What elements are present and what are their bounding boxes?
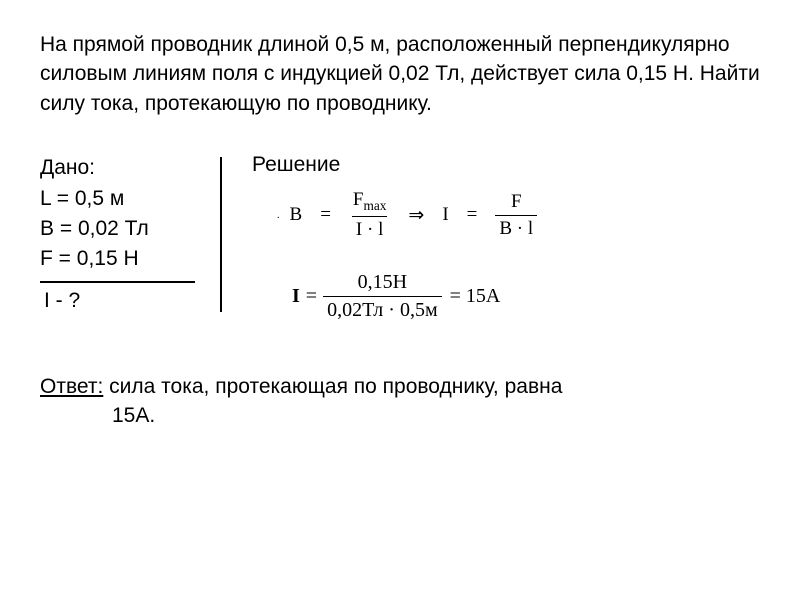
arrow-icon: ⇒: [408, 204, 424, 227]
calc-num: 0,15Н: [354, 271, 411, 296]
calc-result: = 15А: [450, 285, 501, 308]
frac1-den-dot: ·: [367, 219, 373, 240]
calc-den: 0,02Тл · 0,5м: [323, 296, 442, 322]
frac1-den: I · l: [352, 216, 387, 241]
given-section: Дано: L = 0,5 м B = 0,02 Тл F = 0,15 Н I…: [40, 153, 195, 322]
calculation-row: I = 0,15Н 0,02Тл · 0,5м = 15А: [252, 271, 760, 322]
eq-sign-1: =: [320, 204, 331, 226]
calc-var: I: [292, 285, 300, 308]
solution-section: Решение . B = Fmax I · l ⇒ I = F B: [247, 153, 760, 322]
answer-text-1: сила тока, протекающая по проводнику, ра…: [103, 375, 562, 398]
fraction-2: F B · l: [495, 191, 537, 240]
solution-label: Решение: [252, 153, 760, 177]
frac2-den-b: l: [528, 218, 533, 239]
frac2-num: F: [507, 191, 526, 215]
given-line-2: B = 0,02 Тл: [40, 214, 195, 244]
frac1-num-var: F: [353, 189, 364, 210]
vertical-divider: [220, 157, 222, 312]
frac1-num: Fmax: [349, 189, 390, 216]
formula-derivation: . B = Fmax I · l ⇒ I = F B ·: [252, 189, 760, 241]
fraction-1: Fmax I · l: [349, 189, 390, 241]
frac1-num-sub: max: [363, 198, 386, 213]
answer-line-2: 15А.: [40, 401, 760, 430]
eq-sign-2: =: [467, 204, 478, 226]
given-label: Дано:: [40, 153, 195, 183]
given-line-3: F = 0,15 Н: [40, 244, 195, 274]
work-area: Дано: L = 0,5 м B = 0,02 Тл F = 0,15 Н I…: [40, 153, 760, 322]
answer-line-1: Ответ: сила тока, протекающая по проводн…: [40, 372, 760, 401]
calc-fraction: 0,15Н 0,02Тл · 0,5м: [323, 271, 442, 322]
frac1-den-b: l: [378, 219, 383, 240]
calc-eq: =: [306, 285, 317, 308]
frac2-den-dot: ·: [517, 218, 523, 239]
answer-label: Ответ:: [40, 375, 103, 398]
dot-mark: .: [277, 210, 280, 221]
var-b: B: [290, 204, 303, 226]
given-box: Дано: L = 0,5 м B = 0,02 Тл F = 0,15 Н: [40, 153, 195, 283]
var-i: I: [442, 204, 448, 226]
given-line-1: L = 0,5 м: [40, 184, 195, 214]
frac2-den-a: B: [499, 218, 512, 239]
answer-section: Ответ: сила тока, протекающая по проводн…: [40, 372, 760, 431]
frac2-den: B · l: [495, 215, 537, 240]
problem-statement: На прямой проводник длиной 0,5 м, распол…: [40, 30, 760, 118]
frac1-den-a: I: [356, 219, 362, 240]
find-line: I - ?: [40, 289, 195, 313]
